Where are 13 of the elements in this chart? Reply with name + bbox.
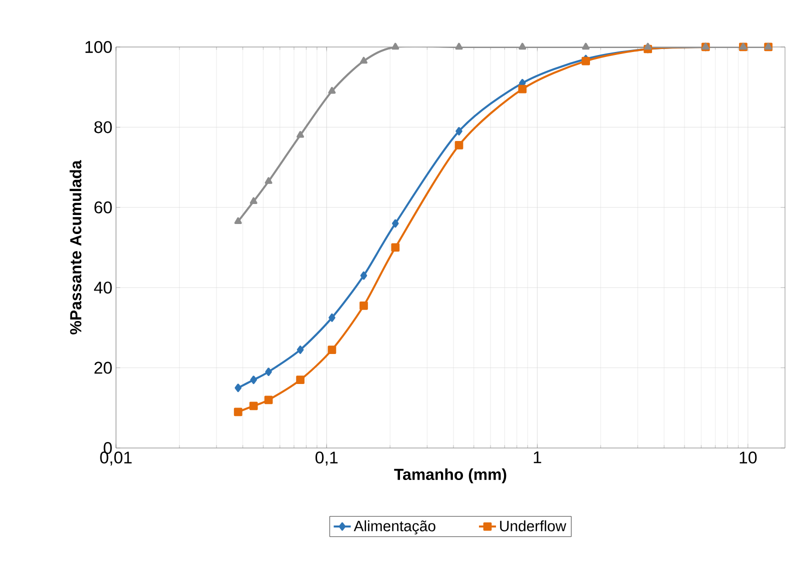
y-tick-label: 20 — [94, 362, 112, 374]
y-tick-label: 60 — [94, 201, 112, 214]
x-tick-label: 1 — [534, 452, 542, 464]
legend-label: Alimentação — [354, 520, 436, 534]
x-tick-label: 10 — [740, 452, 757, 464]
y-tick-label: 100 — [86, 40, 112, 53]
x-axis-title: Tamanho (mm) — [394, 468, 506, 484]
y-tick-label: 40 — [94, 282, 112, 294]
legend-label: Underflow — [500, 520, 566, 532]
x-tick-label: 0,01 — [100, 452, 132, 466]
x-tick-label: 0,1 — [316, 452, 338, 466]
y-axis-title: %Passante Acumulada — [70, 160, 82, 334]
y-tick-label: 80 — [94, 121, 112, 134]
